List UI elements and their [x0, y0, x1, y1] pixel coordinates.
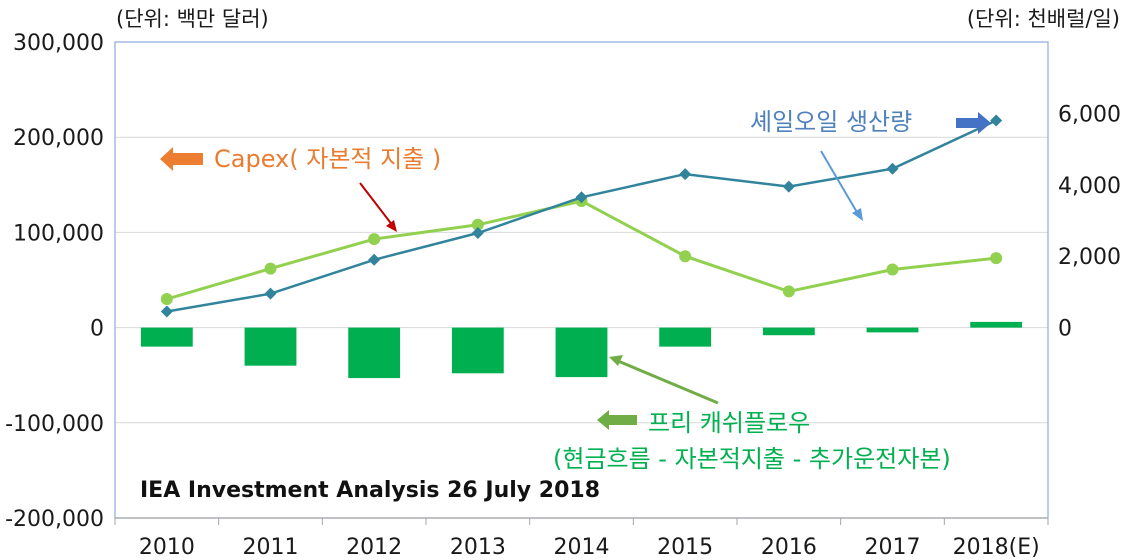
- x-axis-tick-label: 2011: [243, 535, 299, 560]
- capex-point: [679, 250, 692, 263]
- left-axis-tick-label: 300,000: [13, 31, 104, 56]
- fcf-bar: [762, 327, 815, 336]
- shale-point: [990, 114, 1003, 127]
- x-axis-tick-label: 2018(E): [953, 535, 1040, 560]
- fcf-pointer-line: [617, 359, 719, 405]
- shale-pointer-line: [820, 150, 859, 215]
- shale-point: [264, 287, 277, 300]
- capex-point: [160, 293, 173, 306]
- capex-pointer-line: [359, 182, 394, 227]
- fcf-bar: [970, 321, 1023, 328]
- capex-point: [368, 233, 381, 246]
- capex-line: [166, 199, 997, 301]
- shale-point: [368, 253, 381, 266]
- capex-point: [471, 218, 484, 231]
- fcf-bar: [659, 327, 712, 347]
- shale-point: [886, 162, 899, 175]
- right-axis-tick-label: 2,000: [1058, 245, 1121, 270]
- x-axis-tick-label: 2013: [450, 535, 506, 560]
- fcf-left-arrow-icon: [597, 410, 637, 430]
- fcf-pointer-arrowhead: [609, 355, 623, 366]
- x-axis-tick-label: 2010: [139, 535, 195, 560]
- fcf-bar: [244, 327, 297, 366]
- x-axis-tick-label: 2014: [554, 535, 610, 560]
- shale-annotation: 셰일오일 생산량: [750, 108, 912, 136]
- fcf-bar: [866, 327, 919, 333]
- left-axis-tick-label: -100,000: [5, 412, 104, 437]
- right-axis-tick-label: 6,000: [1058, 102, 1121, 127]
- x-axis-tick-label: 2015: [657, 535, 713, 560]
- fcf-bars: [140, 321, 1023, 379]
- x-axis-tick-label: 2012: [346, 535, 402, 560]
- left-axis-tick-label: 200,000: [13, 126, 104, 151]
- fcf-bar: [140, 327, 193, 347]
- shale-point: [160, 305, 173, 318]
- shale-point: [575, 191, 588, 204]
- gridlines: [115, 136, 1048, 424]
- right-axis-tick-label: 0: [1058, 317, 1072, 342]
- fcf-annotation: 프리 캐쉬플로우: [648, 409, 810, 437]
- shale-pointer-arrowhead: [852, 208, 863, 221]
- right-axis-tick-label: 4,000: [1058, 174, 1121, 199]
- x-axis-tick-label: 2016: [761, 535, 817, 560]
- left-axis-tick-label: 100,000: [13, 221, 104, 246]
- shale-point: [782, 180, 795, 193]
- axes: 300,000 200,000 100,000 0 -100,000 -200,000 6,…: [5, 31, 1121, 560]
- capex-point: [886, 263, 899, 276]
- x-axis-tick-label: 2017: [865, 535, 921, 560]
- capex-annotation: Capex( 자본적 지출 ): [214, 145, 441, 173]
- fcf-bar: [555, 327, 608, 378]
- left-axis-tick-label: -200,000: [5, 507, 104, 532]
- shale-right-arrow-icon: [956, 112, 991, 134]
- capex-point: [990, 252, 1003, 265]
- fcf-bar: [451, 327, 504, 374]
- source-credit: IEA Investment Analysis 26 July 2018: [140, 478, 600, 503]
- fcf-subannotation: (현금흐름 - 자본적지출 - 추가운전자본): [553, 445, 951, 473]
- left-axis-unit-label: (단위: 백만 달러): [116, 7, 269, 31]
- right-axis-unit-label: (단위: 천배럴/일): [967, 7, 1120, 31]
- fcf-bar: [348, 327, 401, 379]
- line-series: [160, 114, 1003, 318]
- shale-point: [679, 168, 692, 181]
- capex-point: [264, 262, 277, 275]
- capex-left-arrow-icon: [160, 147, 203, 171]
- capex-pointer-arrowhead: [386, 220, 397, 232]
- left-axis-tick-label: 0: [90, 317, 104, 342]
- capex-point: [782, 285, 795, 298]
- shale-point: [471, 226, 484, 239]
